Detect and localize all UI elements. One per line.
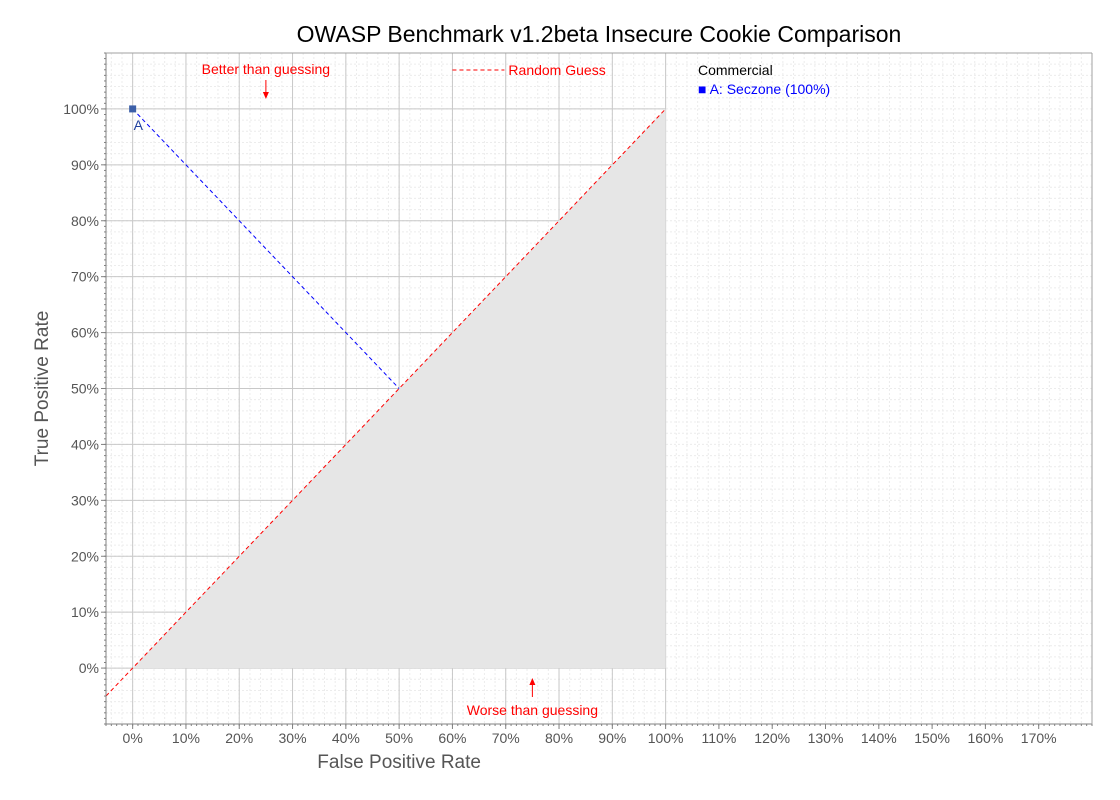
annotation-better-than-guessing: Better than guessing [202, 61, 330, 77]
annotation-worse-than-guessing: Worse than guessing [467, 702, 598, 718]
y-tick-label: 0% [79, 660, 99, 676]
y-tick-label: 70% [71, 269, 99, 285]
x-tick-label: 130% [808, 730, 844, 746]
x-tick-label: 90% [598, 730, 626, 746]
x-tick-label: 70% [492, 730, 520, 746]
x-tick-label: 170% [1021, 730, 1057, 746]
annotations: Better than guessing Worse than guessing R… [202, 61, 606, 718]
x-axis-ticks: 0% 10% 20% 30% 40% 50% 60% 70% 80% 90% 100% 110% 120… [105, 724, 1093, 746]
y-tick-label: 20% [71, 548, 99, 564]
x-tick-label: 60% [438, 730, 466, 746]
annotation-arrow-head [529, 678, 536, 685]
legend: Commercial ■ A: Seczone (100%) [698, 62, 830, 97]
x-tick-label: 110% [702, 730, 737, 746]
y-tick-label: 100% [63, 101, 99, 117]
x-tick-label: 30% [279, 730, 307, 746]
x-tick-label: 20% [225, 730, 253, 746]
data-point-label-a: A [134, 117, 144, 133]
random-guess-line [105, 108, 666, 697]
legend-heading: Commercial [698, 62, 773, 78]
x-tick-label: 100% [648, 730, 684, 746]
chart-title: OWASP Benchmark v1.2beta Insecure Cookie… [297, 21, 902, 47]
x-tick-label: 80% [545, 730, 573, 746]
x-tick-label: 140% [861, 730, 897, 746]
data-point-a [129, 105, 137, 113]
x-tick-label: 160% [967, 730, 1003, 746]
x-tick-label: 40% [332, 730, 360, 746]
x-tick-label: 10% [172, 730, 200, 746]
legend-item: ■ A: Seczone (100%) [698, 81, 830, 97]
x-tick-label: 150% [914, 730, 950, 746]
y-tick-label: 80% [71, 213, 99, 229]
y-tick-label: 10% [71, 604, 99, 620]
y-tick-label: 40% [71, 436, 99, 452]
x-tick-label: 50% [385, 730, 413, 746]
y-axis-title: True Positive Rate [32, 311, 53, 467]
y-axis-ticks: 0% 10% 20% 30% 40% 50% 60% 70% 80% 90% 100% [63, 52, 106, 725]
y-tick-label: 60% [71, 325, 99, 341]
random-guess-key-label: Random Guess [508, 62, 605, 78]
y-tick-label: 50% [71, 381, 99, 397]
y-tick-label: 90% [71, 157, 99, 173]
x-axis-title: False Positive Rate [317, 752, 481, 773]
x-tick-label: 120% [754, 730, 790, 746]
annotation-arrow-head [262, 92, 269, 99]
reference-lines [105, 108, 666, 697]
projection-line-a [132, 108, 400, 389]
data-points: A [129, 105, 144, 133]
x-tick-label: 0% [123, 730, 143, 746]
y-tick-label: 30% [71, 492, 99, 508]
